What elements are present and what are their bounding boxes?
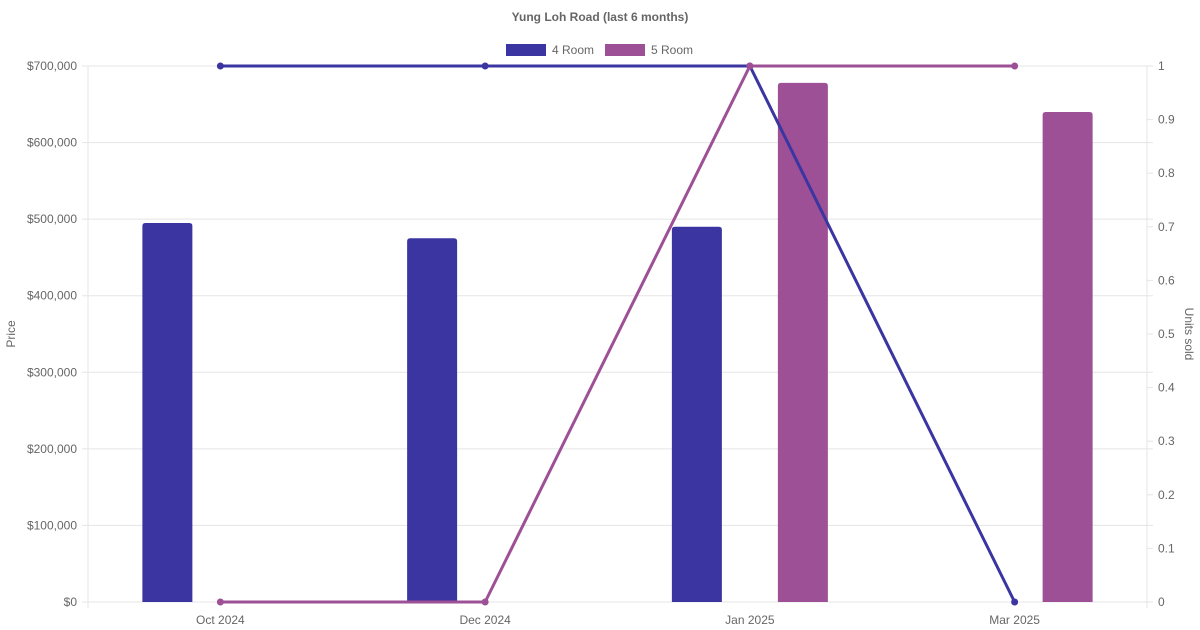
line-5-room bbox=[220, 64, 1015, 604]
y-left-tick-label: $100,000 bbox=[27, 518, 77, 532]
grid-lines bbox=[82, 65, 1153, 608]
legend-label-5-room: 5 Room bbox=[651, 43, 693, 57]
y-left-tick-label: $600,000 bbox=[27, 136, 77, 150]
y-axis-left: $0 $100,000 $200,000 $300,000 $400,000 $500,0… bbox=[27, 59, 77, 609]
y-right-tick-label: 0.4 bbox=[1158, 381, 1175, 395]
y-right-tick-label: 0.6 bbox=[1158, 273, 1175, 287]
legend-item-4-room[interactable]: 4 Room bbox=[506, 43, 594, 57]
point-4-room[interactable] bbox=[481, 62, 489, 70]
y-left-tick-label: $500,000 bbox=[27, 212, 77, 226]
y-right-tick-label: 0.1 bbox=[1158, 541, 1175, 555]
y-left-tick-label: $200,000 bbox=[27, 442, 77, 456]
point-5-room[interactable] bbox=[481, 598, 489, 606]
y-left-tick-label: $0 bbox=[64, 595, 78, 609]
bar-series bbox=[142, 82, 1093, 603]
y-right-tick-label: 1 bbox=[1158, 59, 1165, 73]
y-left-tick-label: $700,000 bbox=[27, 59, 77, 73]
y-right-tick-label: 0.3 bbox=[1158, 434, 1175, 448]
y-right-tick-label: 0 bbox=[1158, 595, 1165, 609]
legend-item-5-room[interactable]: 5 Room bbox=[605, 43, 693, 57]
y-axis-right-title: Units sold bbox=[1182, 308, 1196, 361]
point-5-room[interactable] bbox=[1011, 62, 1019, 70]
y-left-tick-label: $300,000 bbox=[27, 365, 77, 379]
line-4-room bbox=[220, 64, 1016, 603]
x-tick-label: Oct 2024 bbox=[196, 613, 245, 627]
x-tick-label: Dec 2024 bbox=[459, 613, 511, 627]
point-4-room[interactable] bbox=[216, 62, 224, 70]
legend-swatch-5-room bbox=[605, 44, 645, 56]
bar-5-room[interactable] bbox=[777, 82, 828, 603]
point-5-room[interactable] bbox=[746, 62, 754, 70]
x-tick-label: Jan 2025 bbox=[725, 613, 775, 627]
line-series bbox=[216, 62, 1019, 606]
bar-5-room[interactable] bbox=[1042, 111, 1093, 602]
legend-swatch-4-room bbox=[506, 44, 546, 56]
y-right-tick-label: 0.5 bbox=[1158, 327, 1175, 341]
y-right-tick-label: 0.7 bbox=[1158, 220, 1175, 234]
y-right-tick-label: 0.8 bbox=[1158, 166, 1175, 180]
y-right-tick-label: 0.9 bbox=[1158, 113, 1175, 127]
y-axis-left-title: Price bbox=[4, 320, 18, 348]
y-axis-right: 0 0.1 0.2 0.3 0.4 0.5 0.6 0.7 0.8 0.9 1 bbox=[1147, 59, 1175, 609]
point-4-room[interactable] bbox=[1011, 598, 1019, 606]
bar-4-room[interactable] bbox=[142, 222, 193, 602]
x-axis: Oct 2024 Dec 2024 Jan 2025 Mar 2025 bbox=[196, 613, 1040, 627]
bar-4-room[interactable] bbox=[671, 226, 722, 603]
chart-title: Yung Loh Road (last 6 months) bbox=[512, 10, 689, 24]
x-tick-label: Mar 2025 bbox=[989, 613, 1040, 627]
bar-4-room[interactable] bbox=[407, 238, 458, 603]
y-left-tick-label: $400,000 bbox=[27, 289, 77, 303]
y-right-tick-label: 0.2 bbox=[1158, 488, 1175, 502]
legend: 4 Room 5 Room bbox=[506, 43, 693, 57]
legend-label-4-room: 4 Room bbox=[552, 43, 594, 57]
point-5-room[interactable] bbox=[216, 598, 224, 606]
